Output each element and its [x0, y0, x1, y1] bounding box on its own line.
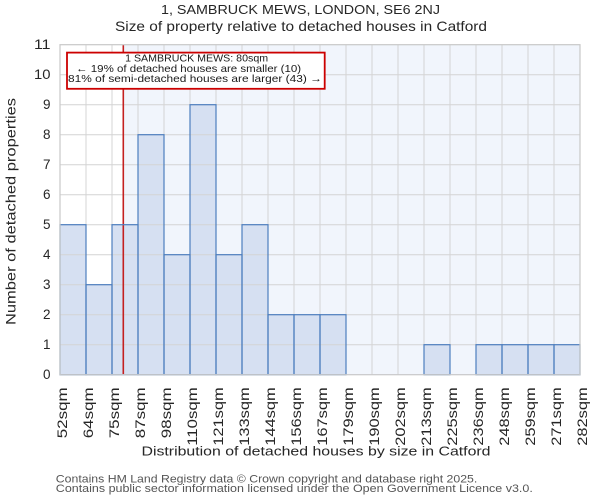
svg-text:87sqm: 87sqm: [133, 387, 148, 438]
svg-text:Contains public sector informa: Contains public sector information licen…: [56, 483, 533, 495]
svg-text:4: 4: [43, 247, 51, 262]
svg-text:11: 11: [34, 37, 51, 52]
svg-text:156sqm: 156sqm: [289, 387, 304, 446]
svg-text:Number of detached properties: Number of detached properties: [3, 98, 19, 325]
svg-text:1 SAMBRUCK MEWS: 80sqm: 1 SAMBRUCK MEWS: 80sqm: [125, 53, 268, 65]
svg-text:225sqm: 225sqm: [445, 387, 460, 446]
svg-text:81% of semi-detached houses ar: 81% of semi-detached houses are larger (…: [68, 73, 322, 85]
svg-text:259sqm: 259sqm: [523, 387, 538, 446]
svg-text:Distribution of detached house: Distribution of detached houses by size …: [142, 444, 491, 459]
svg-text:1, SAMBRUCK MEWS, LONDON, SE6: 1, SAMBRUCK MEWS, LONDON, SE6 2NJ: [161, 3, 440, 17]
svg-text:202sqm: 202sqm: [393, 387, 408, 446]
svg-text:75sqm: 75sqm: [107, 387, 122, 438]
svg-text:5: 5: [43, 217, 51, 232]
svg-text:9: 9: [43, 97, 51, 112]
svg-text:1: 1: [43, 337, 51, 352]
svg-text:7: 7: [43, 157, 51, 172]
svg-text:6: 6: [43, 187, 51, 202]
svg-text:8: 8: [43, 127, 51, 142]
svg-text:98sqm: 98sqm: [159, 387, 174, 438]
svg-text:190sqm: 190sqm: [367, 387, 382, 446]
svg-text:0: 0: [43, 367, 51, 382]
svg-text:282sqm: 282sqm: [575, 387, 590, 446]
svg-text:144sqm: 144sqm: [263, 387, 278, 446]
svg-text:3: 3: [43, 277, 51, 292]
svg-text:236sqm: 236sqm: [471, 387, 486, 446]
svg-text:64sqm: 64sqm: [81, 387, 96, 438]
svg-text:Size of property relative to d: Size of property relative to detached ho…: [115, 18, 487, 34]
svg-text:167sqm: 167sqm: [315, 387, 330, 446]
svg-text:133sqm: 133sqm: [237, 387, 252, 446]
svg-text:52sqm: 52sqm: [55, 387, 70, 438]
svg-text:110sqm: 110sqm: [185, 387, 200, 446]
svg-text:179sqm: 179sqm: [341, 387, 356, 446]
svg-text:Contains HM Land Registry data: Contains HM Land Registry data © Crown c…: [56, 473, 478, 485]
svg-text:271sqm: 271sqm: [549, 387, 564, 446]
svg-text:213sqm: 213sqm: [419, 387, 434, 446]
svg-text:← 19% of detached houses are s: ← 19% of detached houses are smaller (10…: [76, 63, 301, 75]
svg-text:10: 10: [34, 67, 51, 82]
svg-text:121sqm: 121sqm: [211, 387, 226, 446]
svg-text:2: 2: [43, 307, 51, 322]
svg-text:248sqm: 248sqm: [497, 387, 512, 446]
